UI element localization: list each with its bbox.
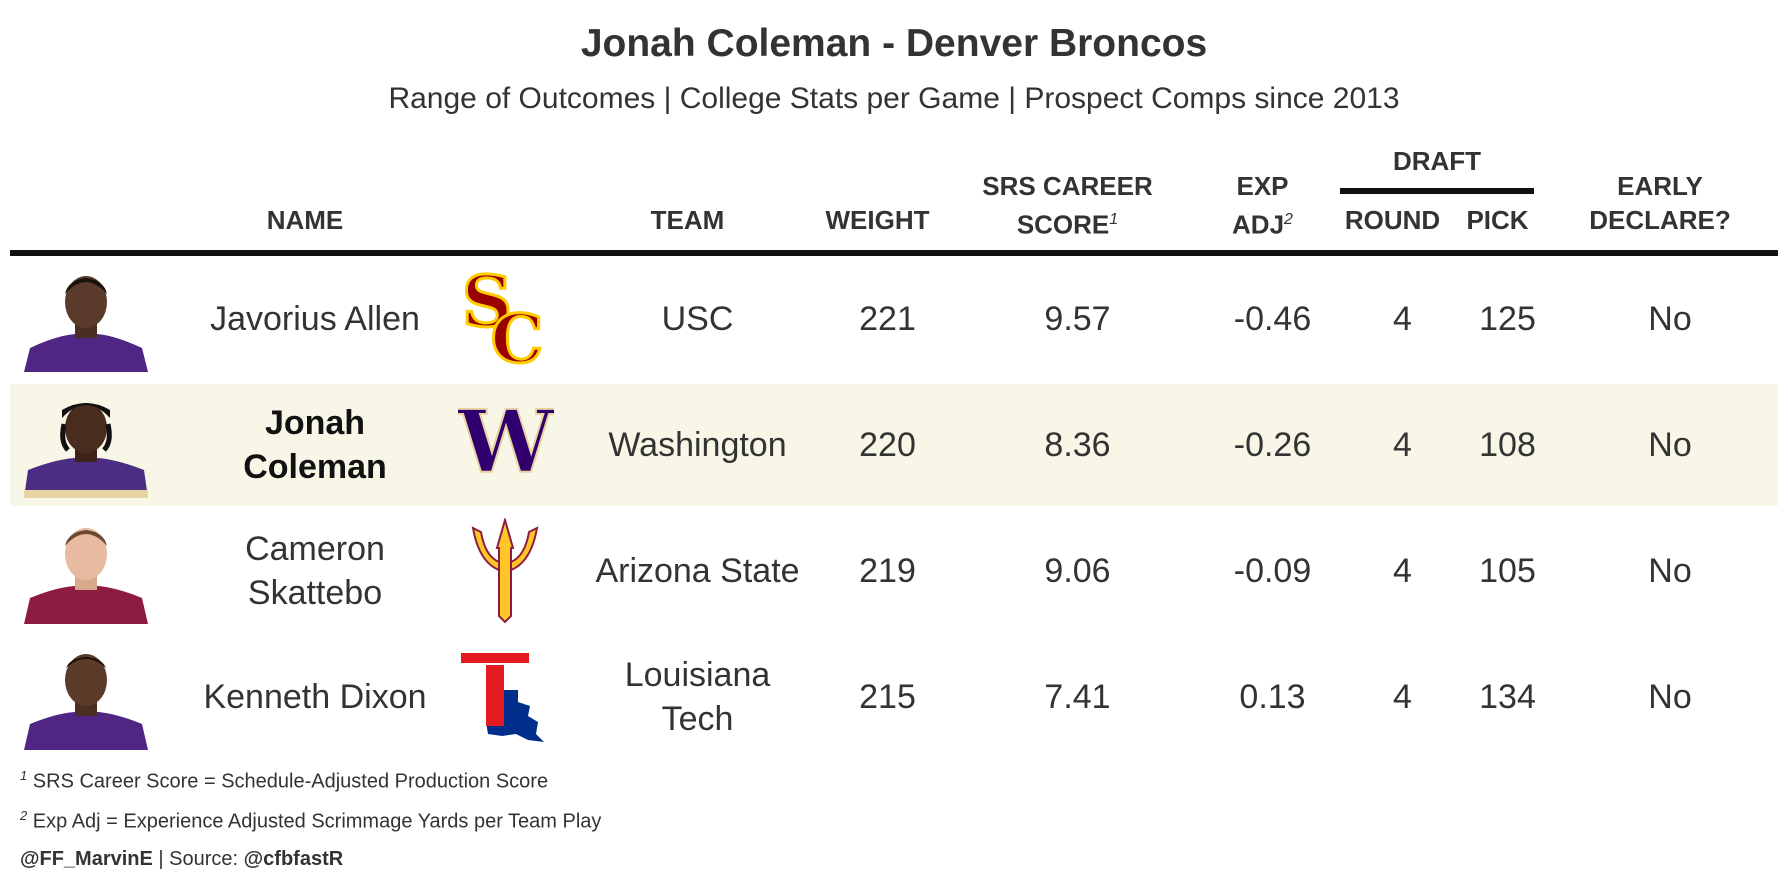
pick-value: 134 — [1479, 678, 1536, 716]
weight-value: 215 — [859, 678, 916, 716]
srs-value: 9.57 — [1044, 300, 1111, 338]
player-headshot — [24, 403, 148, 498]
svg-text:C: C — [491, 300, 544, 370]
louisiana-tech-logo-icon — [459, 651, 544, 742]
footnote-1: 1 SRS Career Score = Schedule-Adjusted P… — [20, 768, 548, 794]
table-row: Cameron Skattebo Arizona State 219 9.06 … — [10, 510, 1778, 632]
header-exp-adj: EXP ADJ2 — [1200, 169, 1325, 242]
footnote-2-marker: 2 — [20, 808, 28, 823]
credit-line: @FF_MarvinE | Source: @cfbfastR — [20, 848, 343, 871]
table-row-highlighted: Jonah Coleman W Washington 220 8.36 -0.2… — [10, 384, 1778, 506]
footnote-1-marker: 1 — [20, 768, 28, 783]
header-weight: WEIGHT — [825, 205, 930, 235]
header-srs-line1: SRS CAREER — [982, 171, 1153, 201]
pick-value: 105 — [1479, 552, 1536, 590]
exp-adj-value: -0.46 — [1233, 300, 1312, 338]
washington-logo-icon: W — [458, 400, 554, 490]
srs-value: 8.36 — [1044, 426, 1111, 464]
page-subtitle: Range of Outcomes | College Stats per Ga… — [388, 82, 1400, 115]
header-draft: DRAFT — [1392, 146, 1482, 176]
exp-adj-value: 0.13 — [1239, 678, 1306, 716]
pick-value: 108 — [1479, 426, 1536, 464]
pick-value: 125 — [1479, 300, 1536, 338]
round-value: 4 — [1393, 426, 1412, 464]
footnote-2: 2 Exp Adj = Experience Adjusted Scrimmag… — [20, 808, 601, 834]
player-name: Jonah Coleman — [243, 404, 387, 486]
header-exp-line1: EXP — [1236, 171, 1289, 201]
page-title: Jonah Coleman - Denver Broncos — [580, 22, 1208, 65]
table-row: Kenneth Dixon Louisiana Tech 215 7.41 0.… — [10, 636, 1778, 758]
early-declare-value: No — [1648, 552, 1692, 590]
credit-source: @cfbfastR — [243, 848, 344, 870]
round-value: 4 — [1393, 552, 1412, 590]
early-declare-value: No — [1648, 300, 1692, 338]
exp-adj-value: -0.09 — [1233, 552, 1312, 590]
srs-value: 9.06 — [1044, 552, 1111, 590]
round-value: 4 — [1393, 678, 1412, 716]
header-team: TEAM — [650, 205, 725, 235]
early-declare-value: No — [1648, 678, 1692, 716]
player-name: Javorius Allen — [210, 300, 420, 338]
player-headshot — [24, 654, 148, 750]
svg-text:S: S — [462, 270, 513, 343]
credit-separator: | Source: — [152, 848, 244, 870]
credit-handle: @FF_MarvinE — [20, 848, 153, 870]
header-early-line1: EARLY — [1617, 171, 1703, 201]
header-exp-note: 2 — [1284, 211, 1293, 228]
weight-value: 221 — [859, 300, 916, 338]
exp-adj-value: -0.26 — [1233, 426, 1312, 464]
team-name: Arizona State — [595, 552, 800, 590]
round-value: 4 — [1393, 300, 1412, 338]
player-headshot — [24, 276, 148, 372]
header-exp-line2: ADJ — [1232, 209, 1285, 240]
header-srs-career-score: SRS CAREER SCORE1 — [960, 169, 1175, 242]
draft-group-rule — [1340, 188, 1534, 194]
header-rule — [10, 250, 1778, 256]
header-srs-note: 1 — [1109, 211, 1119, 228]
header-pick: PICK — [1466, 205, 1529, 235]
weight-value: 220 — [859, 426, 916, 464]
team-name: USC — [661, 300, 734, 338]
weight-value: 219 — [859, 552, 916, 590]
team-name: Washington — [608, 426, 787, 464]
header-srs-line2: SCORE — [1016, 209, 1110, 240]
table-row: Javorius Allen S C USC 221 9.57 -0.46 4 … — [10, 258, 1778, 380]
player-headshot — [24, 528, 148, 624]
player-name: Kenneth Dixon — [203, 678, 427, 716]
srs-value: 7.41 — [1044, 678, 1111, 716]
header-early-line2: DECLARE? — [1589, 205, 1731, 235]
usc-logo-icon: S C — [460, 270, 545, 370]
footnote-2-text: Exp Adj = Experience Adjusted Scrimmage … — [32, 810, 602, 833]
player-name: Cameron Skattebo — [245, 530, 385, 612]
team-name: Louisiana Tech — [624, 656, 771, 738]
header-early-declare: EARLY DECLARE? — [1565, 169, 1755, 237]
header-round: ROUND — [1344, 205, 1441, 235]
early-declare-value: No — [1648, 426, 1692, 464]
footnote-1-text: SRS Career Score = Schedule-Adjusted Pro… — [32, 770, 549, 793]
header-name: NAME — [266, 205, 344, 235]
arizona-state-logo-icon — [471, 518, 539, 624]
svg-text:W: W — [458, 400, 554, 490]
